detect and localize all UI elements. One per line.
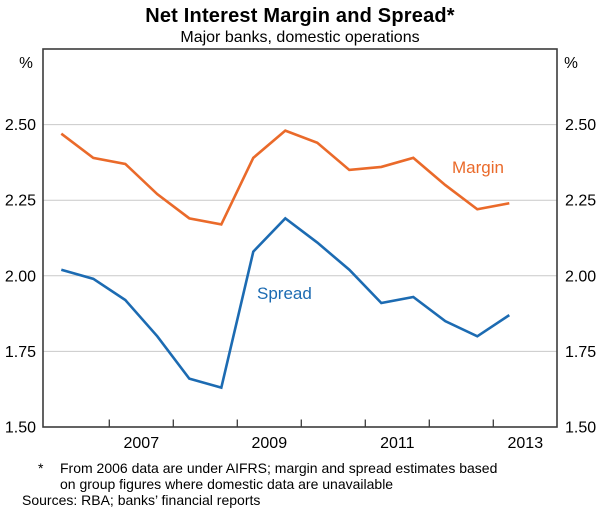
chart-title: Net Interest Margin and Spread*	[145, 5, 455, 27]
x-axis-label: 2007	[124, 435, 160, 452]
chart-subtitle: Major banks, domestic operations	[180, 29, 420, 46]
y-axis-label-left: 1.50	[5, 420, 36, 437]
plot-frame	[42, 48, 558, 428]
footnote-marker: *	[38, 460, 44, 476]
y-axis-label-left: 1.75	[5, 344, 36, 361]
x-axis-label: 2011	[380, 435, 415, 452]
footnote-line-2: on group figures where domestic data are…	[60, 476, 394, 492]
y-axis-unit-right: %	[564, 55, 578, 72]
y-axis-label-left: 2.00	[5, 268, 36, 285]
margin-series-label: Margin	[452, 158, 504, 177]
footnote-line-1: From 2006 data are under AIFRS; margin a…	[60, 460, 498, 476]
y-axis-label-right: 1.50	[565, 420, 596, 437]
margin-line	[60, 129, 510, 226]
spread-line	[60, 216, 511, 390]
y-axis-label-left: 2.25	[5, 193, 36, 210]
x-axis-label: 2013	[508, 435, 544, 452]
x-axis-label: 2009	[252, 435, 288, 452]
y-axis-label-right: 2.50	[565, 117, 596, 134]
y-axis-label-right: 2.25	[565, 193, 596, 210]
y-axis-label-right: 1.75	[565, 344, 596, 361]
y-axis-label-right: 2.00	[565, 268, 596, 285]
sources-note: Sources: RBA; banks’ financial reports	[22, 492, 261, 508]
y-axis-label-left: 2.50	[5, 117, 36, 134]
spread-series-label: Spread	[257, 284, 312, 303]
y-axis-unit-left: %	[19, 55, 33, 72]
